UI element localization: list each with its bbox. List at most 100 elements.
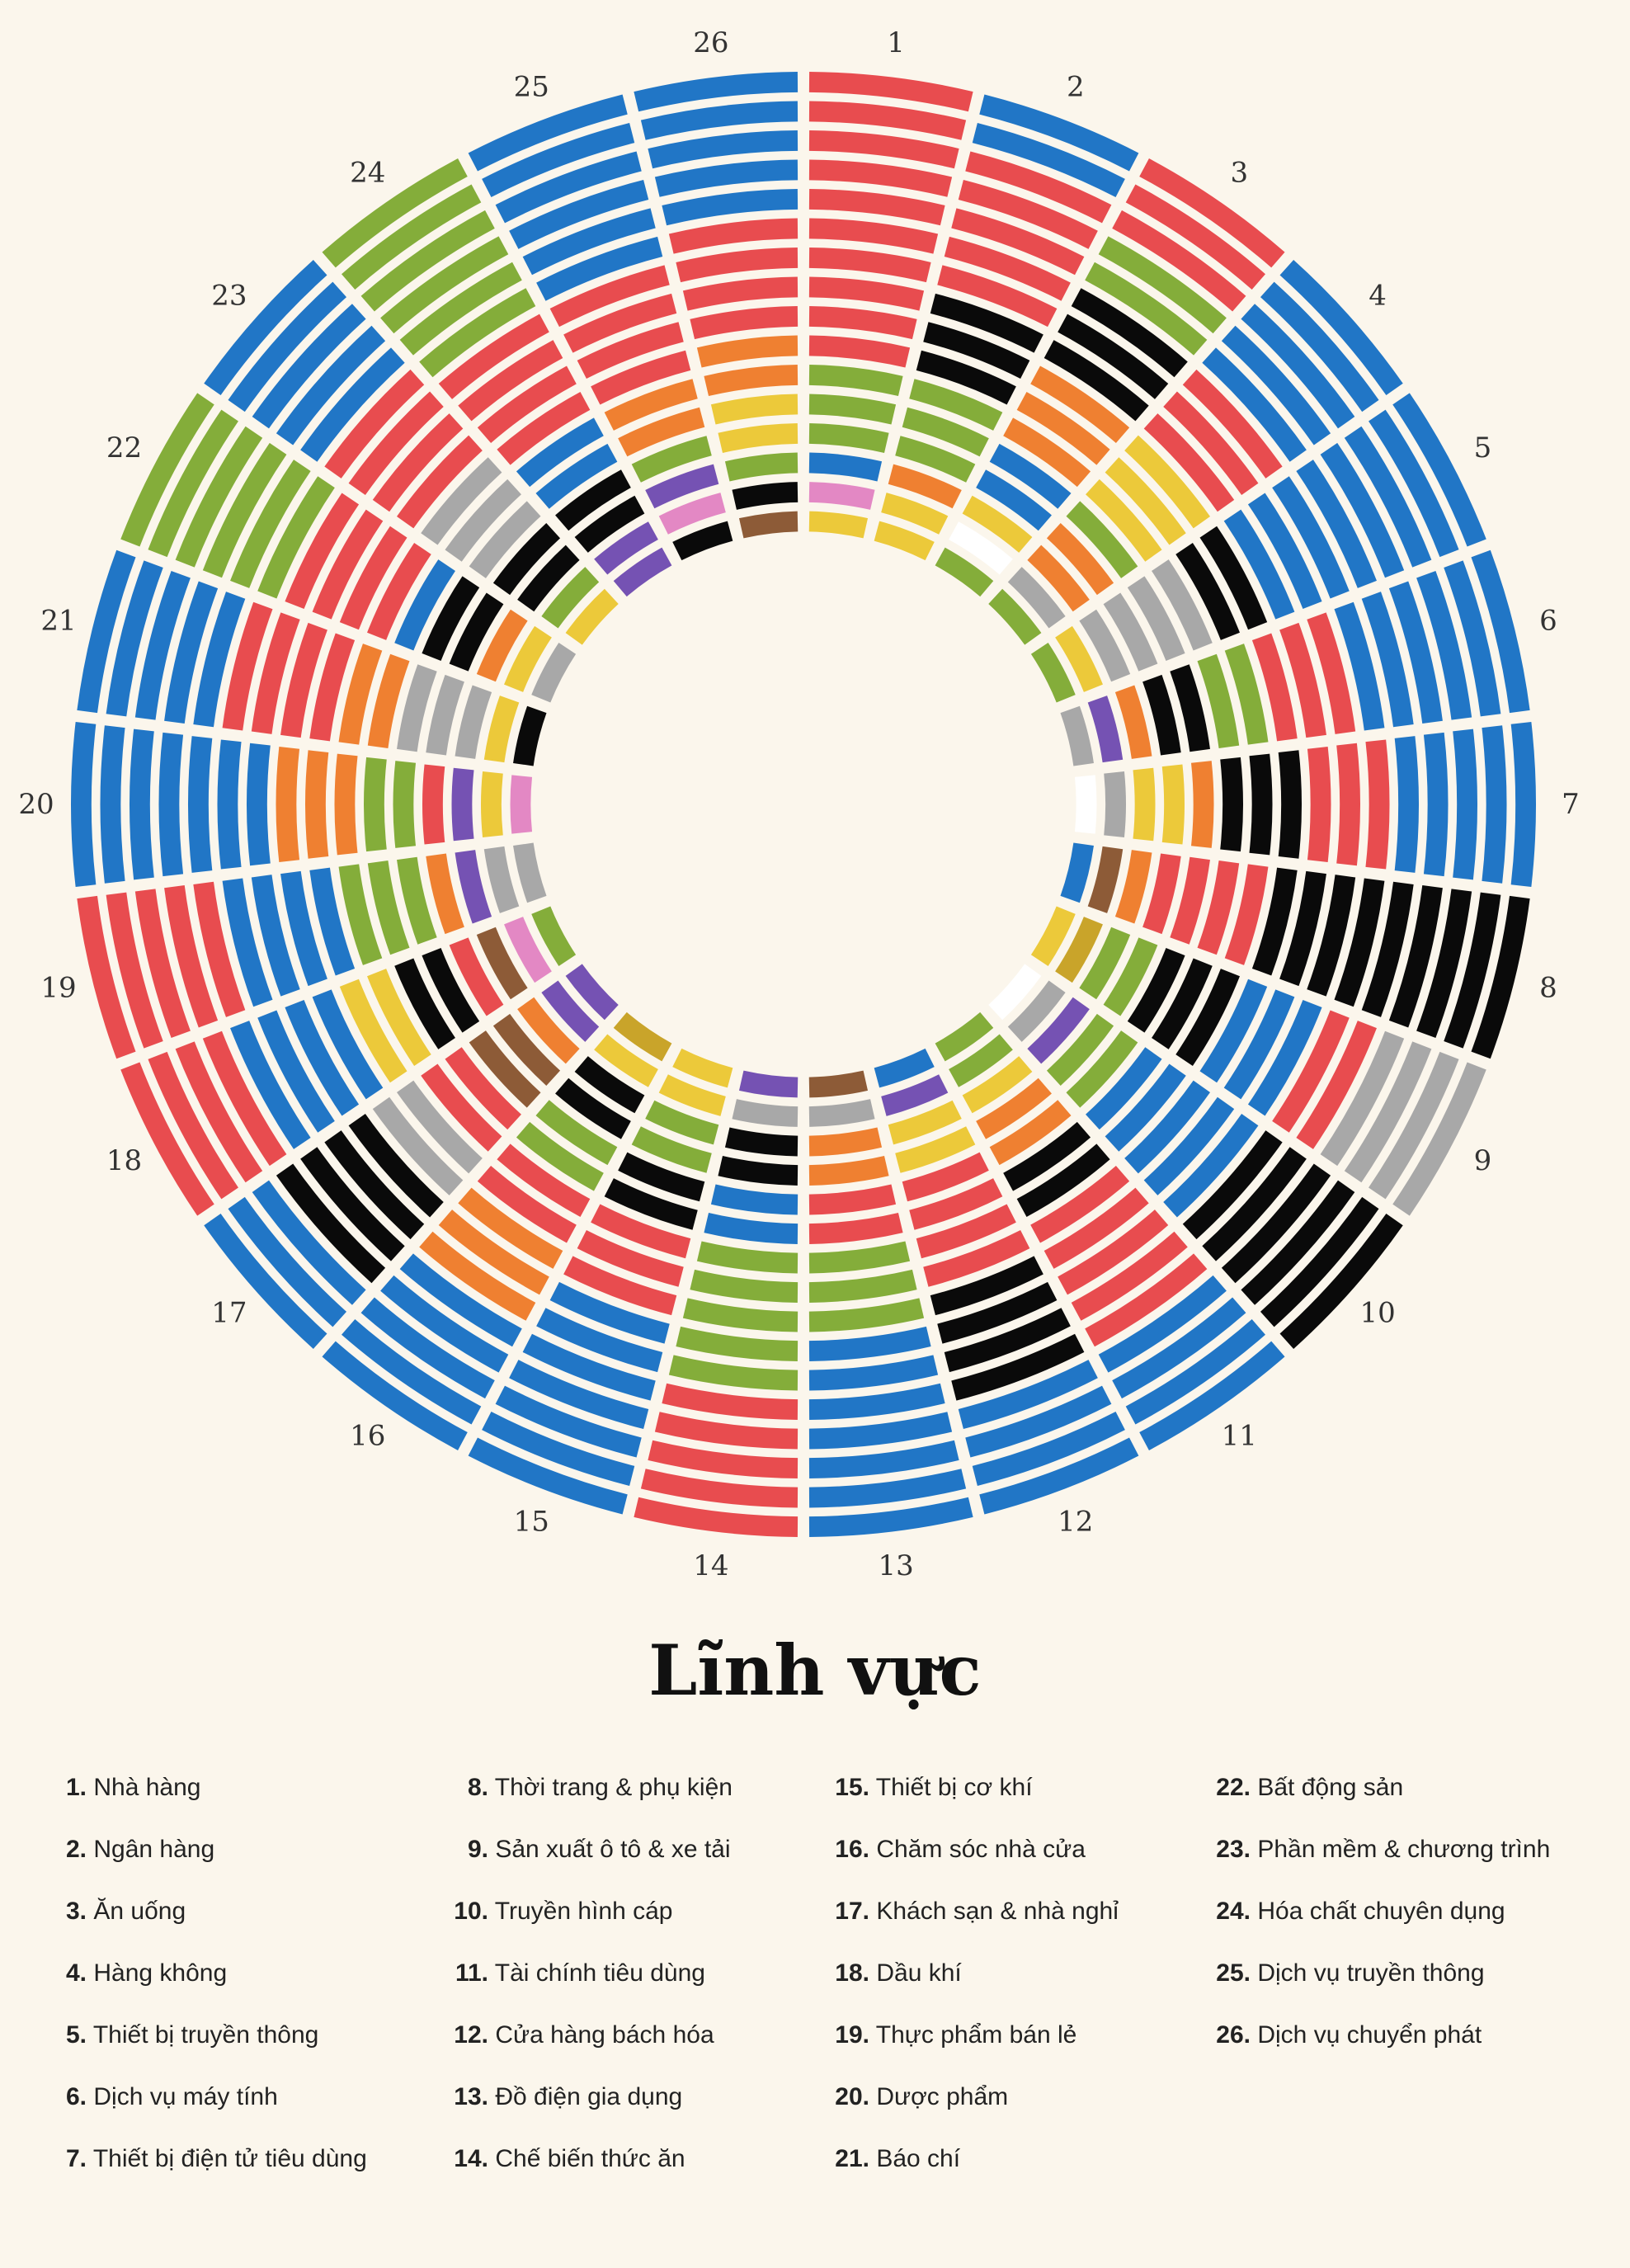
- ring-segment: [1079, 927, 1131, 1000]
- ring-segment: [1058, 314, 1169, 399]
- ring-segment: [1074, 775, 1097, 834]
- legend-number: 21.: [835, 2145, 869, 2172]
- ring-segment: [1105, 1063, 1186, 1152]
- ring-segment: [468, 94, 628, 172]
- ring-segment: [888, 1100, 962, 1145]
- ring-segment: [1307, 612, 1356, 734]
- ring-segment: [1199, 978, 1268, 1083]
- ring-segment: [1272, 1010, 1350, 1133]
- ring-segment: [972, 1412, 1125, 1486]
- ring-segment: [738, 1070, 799, 1098]
- ring-segment: [937, 265, 1058, 328]
- legend-label: Phần mềm & chương trình: [1257, 1836, 1551, 1863]
- ring-segment: [1394, 736, 1420, 873]
- ring-segment: [134, 889, 191, 1039]
- ring-segment: [962, 495, 1033, 553]
- legend-item-15: 15. Thiết bị cơ khí: [827, 1774, 1208, 1836]
- ring-segment: [1278, 750, 1303, 859]
- ring-segment: [672, 1048, 733, 1088]
- ring-segment: [338, 644, 383, 745]
- legend-title: Lĩnh vực: [648, 1629, 982, 1711]
- ring-segment: [696, 1241, 799, 1274]
- ring-segment: [1247, 493, 1322, 610]
- ring-segment: [509, 179, 649, 249]
- ring-segment: [634, 72, 799, 112]
- ring-segment: [1016, 1143, 1110, 1218]
- ring-segment: [1030, 365, 1130, 443]
- legend-item-19: 19. Thực phẩm bán lẻ: [827, 2021, 1208, 2083]
- ring-segment: [645, 464, 719, 509]
- legend-number: 6.: [66, 2083, 87, 2110]
- ring-segment: [482, 1412, 635, 1486]
- ring-segment: [419, 288, 536, 378]
- ring-segment: [916, 1204, 1016, 1259]
- ring-segment: [1247, 999, 1322, 1116]
- ring-segment: [976, 1077, 1052, 1139]
- ring-segment: [438, 1209, 549, 1295]
- ring-segment: [492, 523, 561, 596]
- ring-segment: [1182, 1130, 1283, 1240]
- sector-number-label: 14: [693, 1549, 728, 1582]
- ring-segment: [251, 875, 300, 997]
- legend-label: Ăn uống: [93, 1898, 186, 1925]
- ring-segment: [1043, 1187, 1149, 1269]
- ring-segment: [1307, 747, 1331, 862]
- ring-segment: [164, 885, 219, 1028]
- ring-segment: [120, 393, 214, 547]
- ring-segment: [129, 728, 154, 880]
- ring-segment: [613, 547, 672, 597]
- ring-segment: [645, 1100, 719, 1145]
- ring-segment: [949, 521, 1013, 575]
- ring-segment: [517, 997, 580, 1064]
- ring-segment: [451, 767, 474, 842]
- ring-segment: [304, 750, 329, 859]
- ring-segment: [979, 94, 1139, 172]
- ring-segment: [513, 705, 547, 766]
- ring-segment: [718, 423, 799, 453]
- ring-segment: [535, 443, 618, 509]
- ring-segment: [591, 1204, 691, 1259]
- ring-segment: [1030, 643, 1076, 703]
- ring-segment: [1392, 1062, 1486, 1216]
- ring-segment: [549, 1281, 670, 1344]
- ring-segment: [1170, 856, 1210, 945]
- ring-segment: [1105, 457, 1186, 545]
- ring-segment: [300, 347, 405, 462]
- ring-segment: [1197, 861, 1240, 955]
- ring-segment: [1125, 1319, 1265, 1425]
- ring-segment: [342, 184, 482, 290]
- ring-segment: [676, 248, 799, 283]
- ring-segment: [309, 867, 356, 976]
- ring-segment: [676, 1326, 799, 1361]
- ring-segment: [1103, 937, 1158, 1016]
- legend-number: 15.: [835, 1774, 869, 1801]
- ring-segment: [1416, 570, 1472, 720]
- ring-segment: [1003, 1121, 1091, 1191]
- ring-segment: [1124, 1080, 1210, 1174]
- ring-segment: [1060, 842, 1094, 903]
- ring-segment: [1163, 391, 1259, 496]
- ring-segment: [808, 1099, 875, 1127]
- ring-segment: [449, 937, 504, 1016]
- sector-number-label: 19: [40, 972, 76, 1005]
- ring-segment: [217, 739, 242, 870]
- ring-segment: [654, 159, 799, 197]
- ring-segment: [808, 423, 889, 453]
- ring-segment: [1003, 417, 1091, 488]
- ring-segment: [944, 236, 1071, 301]
- ring-segment: [808, 276, 925, 311]
- legend-label: Thời trang & phụ kiện: [494, 1774, 733, 1801]
- legend-label: Khách sạn & nhà nghỉ: [876, 1898, 1119, 1925]
- ring-segment: [1030, 1166, 1130, 1243]
- legend-label: Chăm sóc nhà cửa: [876, 1836, 1086, 1863]
- ring-segment: [202, 1030, 287, 1167]
- legend-number: 10.: [454, 1898, 488, 1925]
- legend-item-9: 9. Sản xuất ô tô & xe tải: [445, 1836, 827, 1898]
- ring-segment: [421, 1063, 502, 1152]
- ring-segment: [422, 764, 445, 845]
- ring-segment: [300, 1147, 405, 1261]
- ring-segment: [724, 1127, 799, 1157]
- ring-segment: [257, 476, 335, 599]
- ring-segment: [916, 350, 1016, 405]
- ring-segment: [510, 775, 533, 834]
